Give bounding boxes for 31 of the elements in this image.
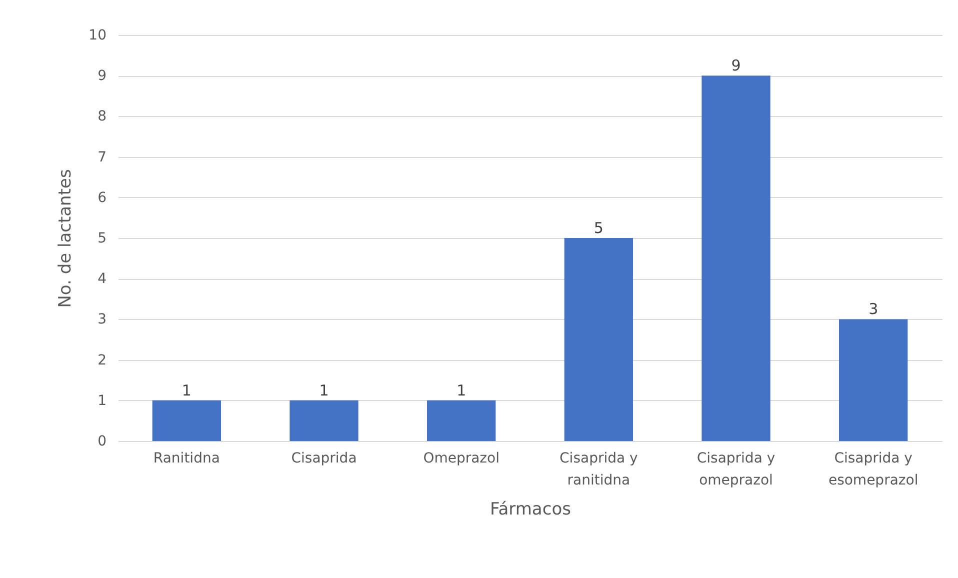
x-tick-label: Cisaprida y ranitidna xyxy=(560,450,638,488)
y-tick-label: 4 xyxy=(98,271,107,288)
data-label: 3 xyxy=(868,300,878,318)
y-tick-label: 3 xyxy=(98,312,106,328)
data-label: 1 xyxy=(456,381,466,400)
y-tick-label: 8 xyxy=(98,108,106,125)
bar xyxy=(290,400,358,441)
y-tick-label: 5 xyxy=(98,230,106,246)
x-tick-label: Ranitidna xyxy=(153,450,220,466)
bar xyxy=(702,76,770,441)
y-tick-label: 2 xyxy=(98,352,106,368)
y-tick-label: 0 xyxy=(98,434,106,450)
data-label: 9 xyxy=(731,56,741,75)
x-tick-label: Cisaprida xyxy=(291,450,357,466)
data-label: 1 xyxy=(182,381,192,400)
data-label: 1 xyxy=(319,381,329,400)
x-tick-label: Cisaprida y esomeprazol xyxy=(828,450,918,488)
bar xyxy=(839,319,908,441)
data-label: 5 xyxy=(594,219,604,237)
x-tick-label: Cisaprida y omeprazol xyxy=(696,450,776,488)
x-tick-label: Omeprazol xyxy=(423,450,500,466)
y-tick-label: 7 xyxy=(98,149,106,166)
y-axis-title: No. de lactantes xyxy=(56,169,76,308)
y-tick-label: 10 xyxy=(88,28,106,44)
bar xyxy=(564,238,633,441)
y-tick-label: 6 xyxy=(98,190,107,206)
y-tick-label: 9 xyxy=(98,68,106,84)
x-axis-title: Fármacos xyxy=(490,500,572,520)
bar xyxy=(427,400,496,441)
bar xyxy=(152,400,221,441)
y-tick-label: 1 xyxy=(98,392,106,409)
